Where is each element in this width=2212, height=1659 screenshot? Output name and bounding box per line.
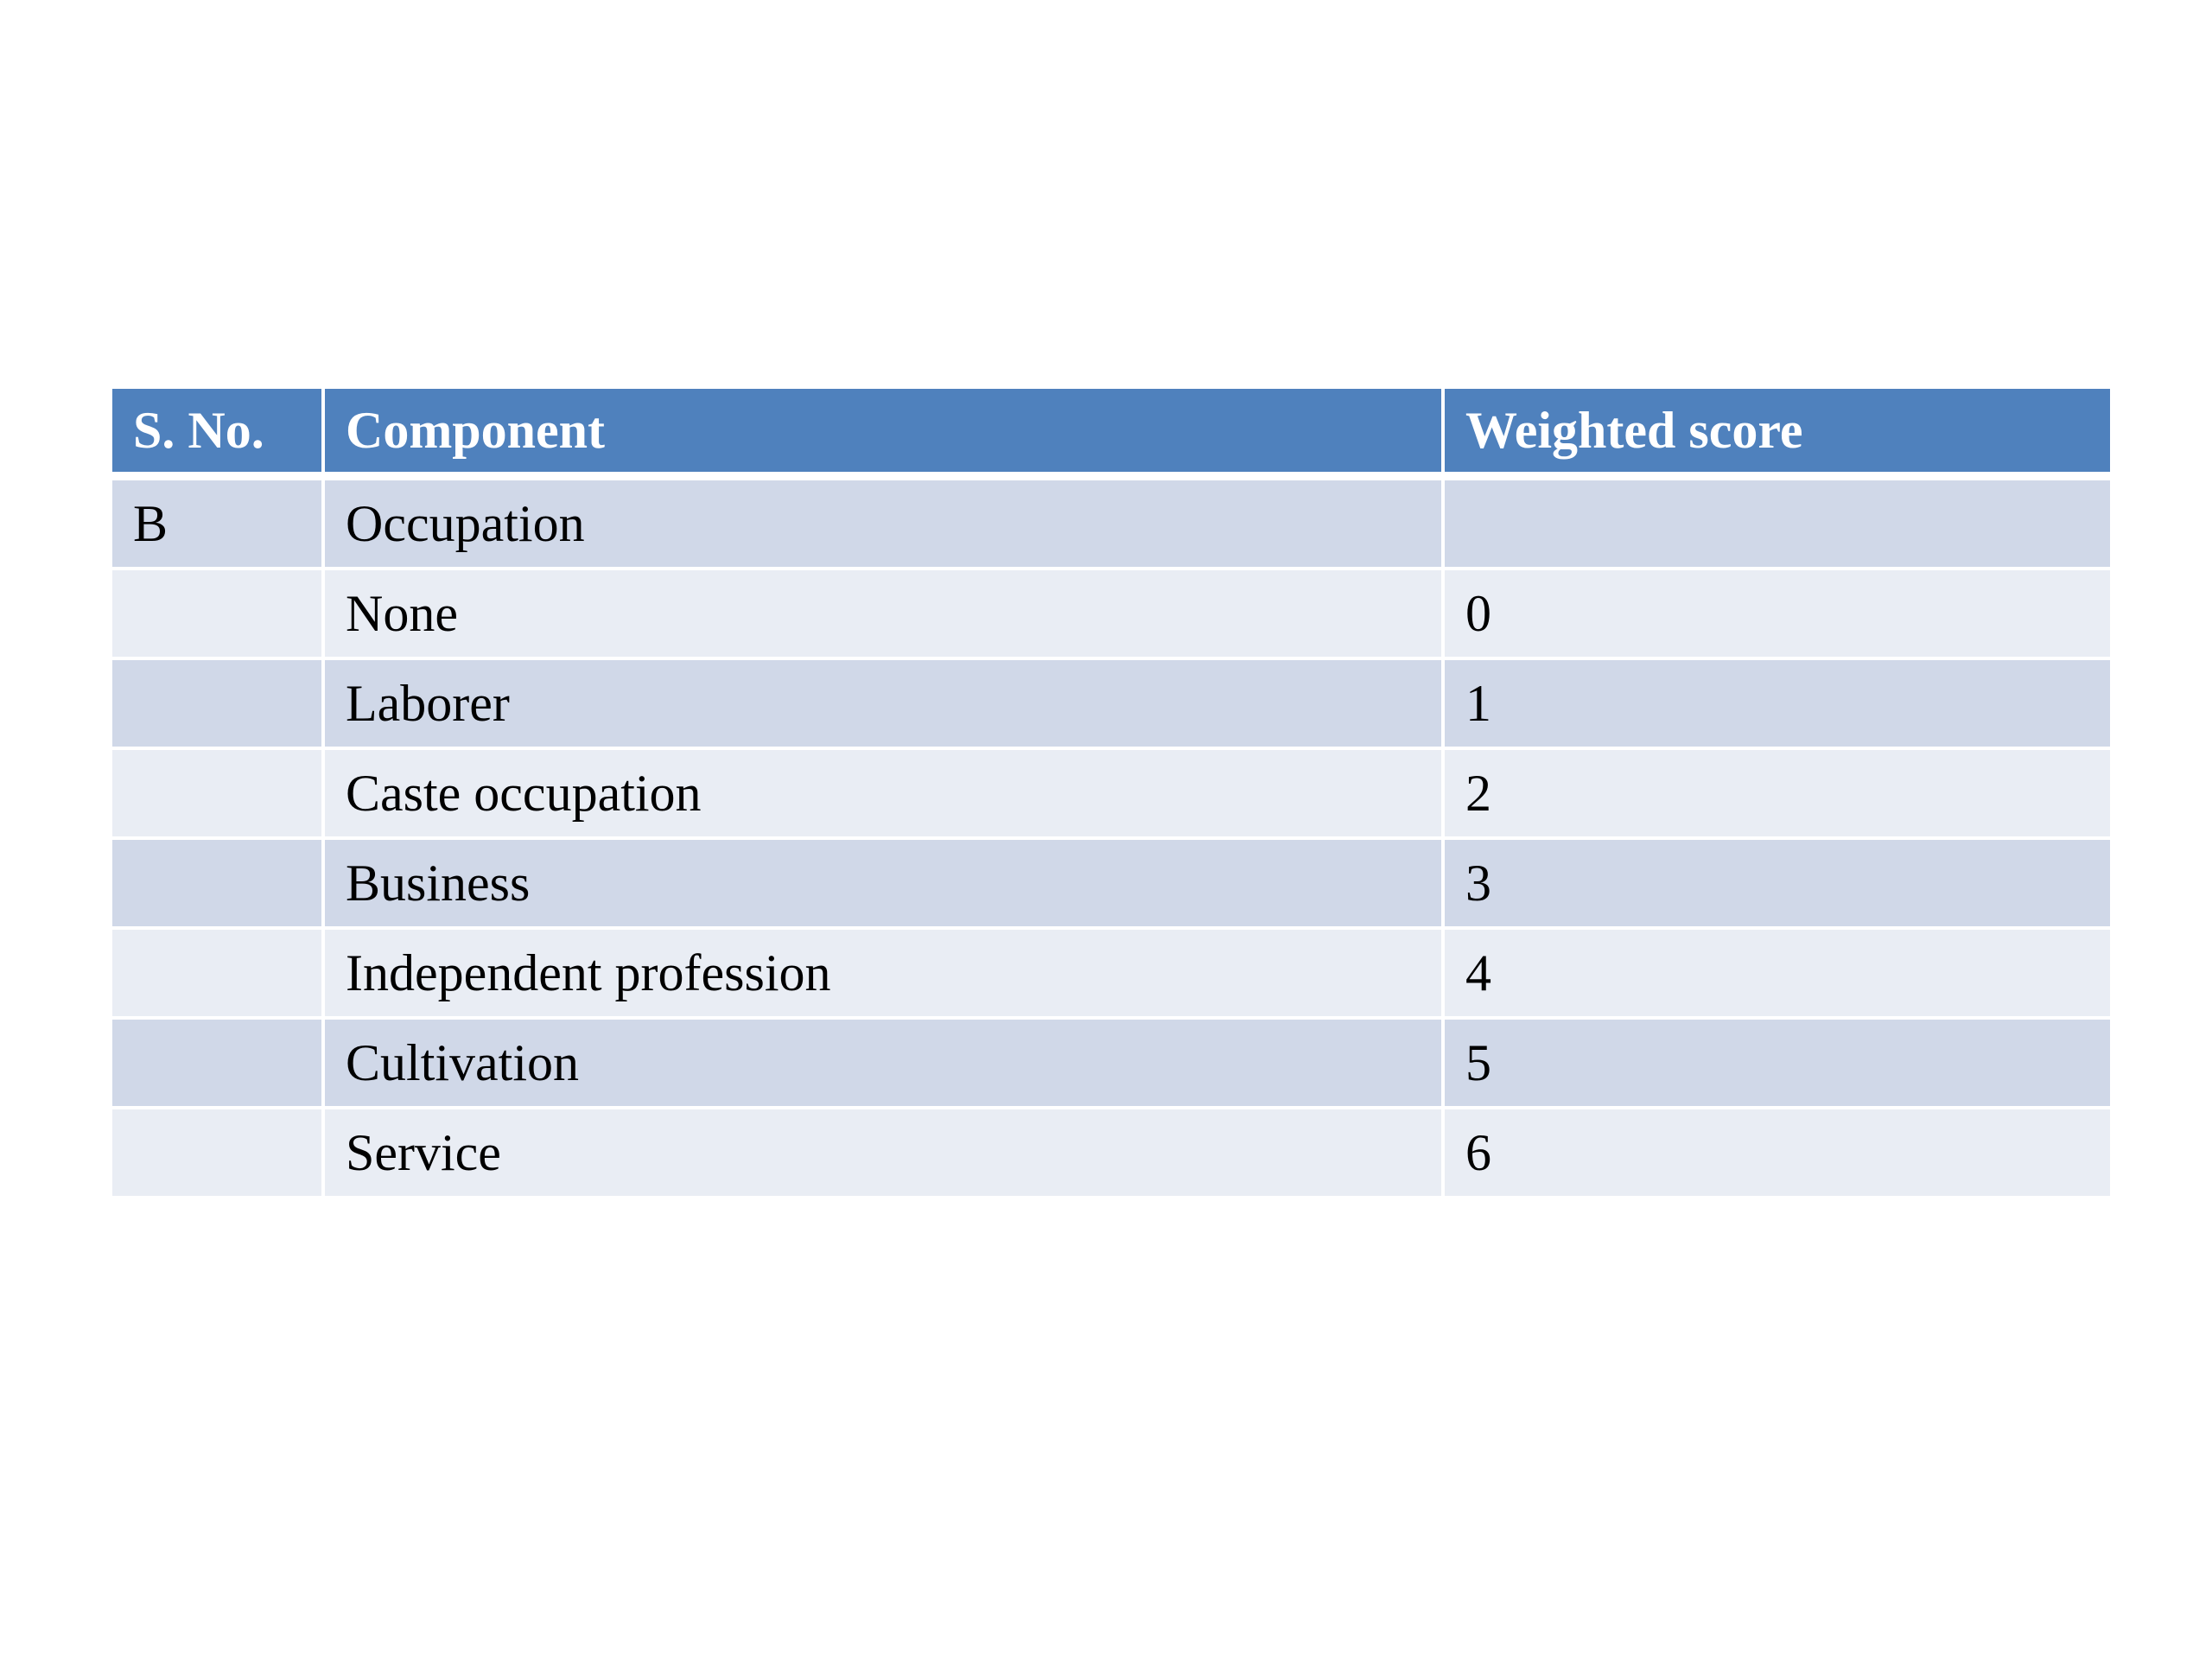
cell-s-no bbox=[112, 838, 325, 930]
cell-component: Service bbox=[321, 1108, 1445, 1199]
table-row: B Occupation bbox=[112, 476, 2110, 570]
header-component: Component bbox=[321, 389, 1445, 480]
table-row: Business 3 bbox=[112, 838, 2110, 930]
cell-component: Occupation bbox=[321, 476, 1445, 570]
cell-component: Independent profession bbox=[321, 928, 1445, 1020]
cell-s-no bbox=[112, 748, 325, 840]
cell-weighted-score: 1 bbox=[1441, 658, 2110, 750]
cell-s-no: B bbox=[112, 476, 325, 570]
cell-weighted-score: 0 bbox=[1441, 569, 2110, 660]
cell-component: Laborer bbox=[321, 658, 1445, 750]
table-row: Caste occupation 2 bbox=[112, 748, 2110, 840]
cell-s-no bbox=[112, 658, 325, 750]
table-row: Cultivation 5 bbox=[112, 1018, 2110, 1109]
weighted-score-table: S. No. Component Weighted score B Occupa… bbox=[112, 389, 2110, 1199]
cell-s-no bbox=[112, 1108, 325, 1199]
cell-weighted-score bbox=[1441, 476, 2110, 570]
cell-component: Cultivation bbox=[321, 1018, 1445, 1109]
cell-weighted-score: 3 bbox=[1441, 838, 2110, 930]
cell-component: Caste occupation bbox=[321, 748, 1445, 840]
table-row: Independent profession 4 bbox=[112, 928, 2110, 1020]
table-row: None 0 bbox=[112, 569, 2110, 660]
cell-weighted-score: 4 bbox=[1441, 928, 2110, 1020]
header-weighted-score: Weighted score bbox=[1441, 389, 2110, 480]
cell-s-no bbox=[112, 569, 325, 660]
cell-weighted-score: 5 bbox=[1441, 1018, 2110, 1109]
table-row: Laborer 1 bbox=[112, 658, 2110, 750]
cell-component: Business bbox=[321, 838, 1445, 930]
cell-component: None bbox=[321, 569, 1445, 660]
header-row: S. No. Component Weighted score bbox=[112, 389, 2110, 480]
cell-s-no bbox=[112, 928, 325, 1020]
cell-weighted-score: 6 bbox=[1441, 1108, 2110, 1199]
cell-s-no bbox=[112, 1018, 325, 1109]
cell-weighted-score: 2 bbox=[1441, 748, 2110, 840]
table-row: Service 6 bbox=[112, 1108, 2110, 1199]
header-s-no: S. No. bbox=[112, 389, 325, 480]
